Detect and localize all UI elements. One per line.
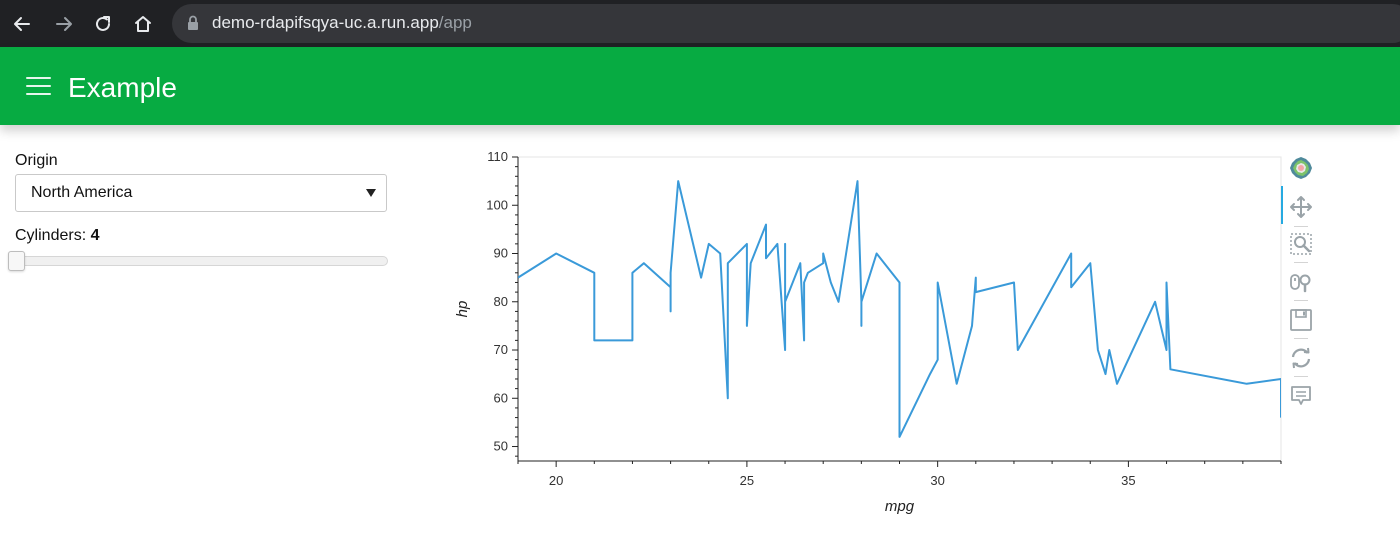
save-icon[interactable] bbox=[1289, 308, 1313, 332]
app-header: Example bbox=[0, 47, 1400, 125]
x-axis-title: mpg bbox=[885, 498, 915, 515]
x-tick-label: 25 bbox=[740, 473, 754, 488]
chevron-down-icon bbox=[366, 189, 376, 197]
hover-icon[interactable] bbox=[1289, 384, 1313, 408]
reload-icon[interactable] bbox=[89, 10, 117, 38]
x-tick-label: 35 bbox=[1121, 473, 1135, 488]
y-tick-label: 80 bbox=[494, 294, 508, 309]
reset-icon[interactable] bbox=[1289, 346, 1313, 370]
active-tool-indicator bbox=[1281, 186, 1283, 224]
forward-icon[interactable] bbox=[50, 10, 78, 38]
cylinders-value: 4 bbox=[90, 227, 100, 244]
y-tick-label: 90 bbox=[494, 246, 508, 261]
url-path: /app bbox=[438, 13, 472, 32]
address-bar[interactable] bbox=[172, 4, 1400, 43]
y-axis-title: hp bbox=[454, 301, 471, 318]
y-tick-label: 70 bbox=[494, 342, 508, 357]
y-tick-label: 100 bbox=[486, 197, 508, 212]
wheel-zoom-icon[interactable] bbox=[1289, 270, 1313, 294]
origin-select[interactable]: North America bbox=[15, 174, 387, 212]
app-title: Example bbox=[68, 72, 177, 103]
cylinders-label-text: Cylinders: bbox=[15, 227, 91, 244]
url-host: demo-rdapifsqya-uc.a.run.app bbox=[212, 13, 439, 32]
url-text[interactable]: demo-rdapifsqya-uc.a.run.app/app bbox=[212, 13, 472, 33]
browser-toolbar: demo-rdapifsqya-uc.a.run.app/app bbox=[0, 0, 1400, 47]
y-tick-label: 50 bbox=[494, 439, 508, 454]
cylinders-slider-handle[interactable] bbox=[8, 251, 25, 271]
plot-toolbar bbox=[1281, 150, 1321, 420]
origin-selected-value: North America bbox=[31, 184, 133, 201]
x-tick-label: 20 bbox=[549, 473, 563, 488]
home-icon[interactable] bbox=[129, 10, 157, 38]
box-zoom-icon[interactable] bbox=[1289, 232, 1313, 256]
y-tick-label: 60 bbox=[494, 390, 508, 405]
cylinders-slider-track[interactable] bbox=[12, 256, 388, 266]
back-icon[interactable] bbox=[8, 10, 36, 38]
x-tick-label: 30 bbox=[930, 473, 944, 488]
lock-icon[interactable] bbox=[186, 14, 200, 37]
cylinders-label: Cylinders: 4 bbox=[15, 227, 99, 245]
mpg-hp-line-chart[interactable]: 20 25 30 35 50 60 70 80 90 100 110 mpg hp bbox=[440, 145, 1285, 525]
hamburger-icon[interactable] bbox=[26, 75, 51, 97]
origin-label: Origin bbox=[15, 152, 58, 169]
series-line bbox=[518, 180, 1281, 438]
y-tick-label: 110 bbox=[487, 149, 508, 164]
bokeh-logo-icon[interactable] bbox=[1289, 156, 1313, 180]
pan-icon[interactable] bbox=[1289, 195, 1313, 219]
